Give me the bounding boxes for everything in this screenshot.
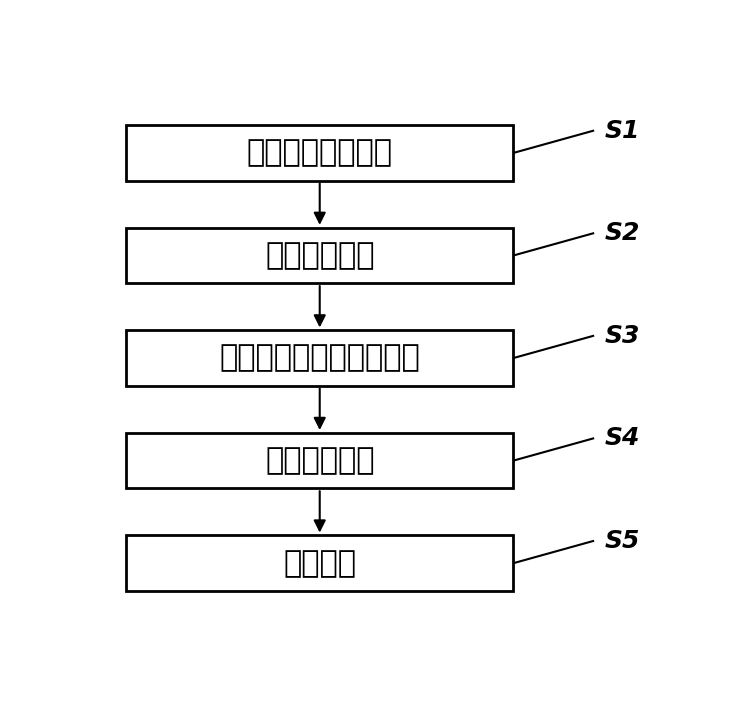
Text: 测量蓄热水箱进出水温度: 测量蓄热水箱进出水温度 [219, 343, 420, 372]
Text: 测定电加热器功率: 测定电加热器功率 [247, 138, 392, 168]
Text: 提升蓄热温度: 提升蓄热温度 [265, 446, 374, 475]
Bar [126, 228, 513, 283]
Bar [126, 125, 513, 181]
Bar [126, 433, 513, 488]
Bar [126, 330, 513, 386]
Text: 停止蓄热: 停止蓄热 [283, 549, 356, 577]
Text: S5: S5 [604, 529, 640, 553]
Text: S4: S4 [604, 426, 640, 451]
Text: S2: S2 [604, 221, 640, 246]
Text: 启动电加热器: 启动电加热器 [265, 241, 374, 270]
Text: S3: S3 [604, 324, 640, 348]
Text: S1: S1 [604, 119, 640, 143]
Bar [126, 536, 513, 591]
